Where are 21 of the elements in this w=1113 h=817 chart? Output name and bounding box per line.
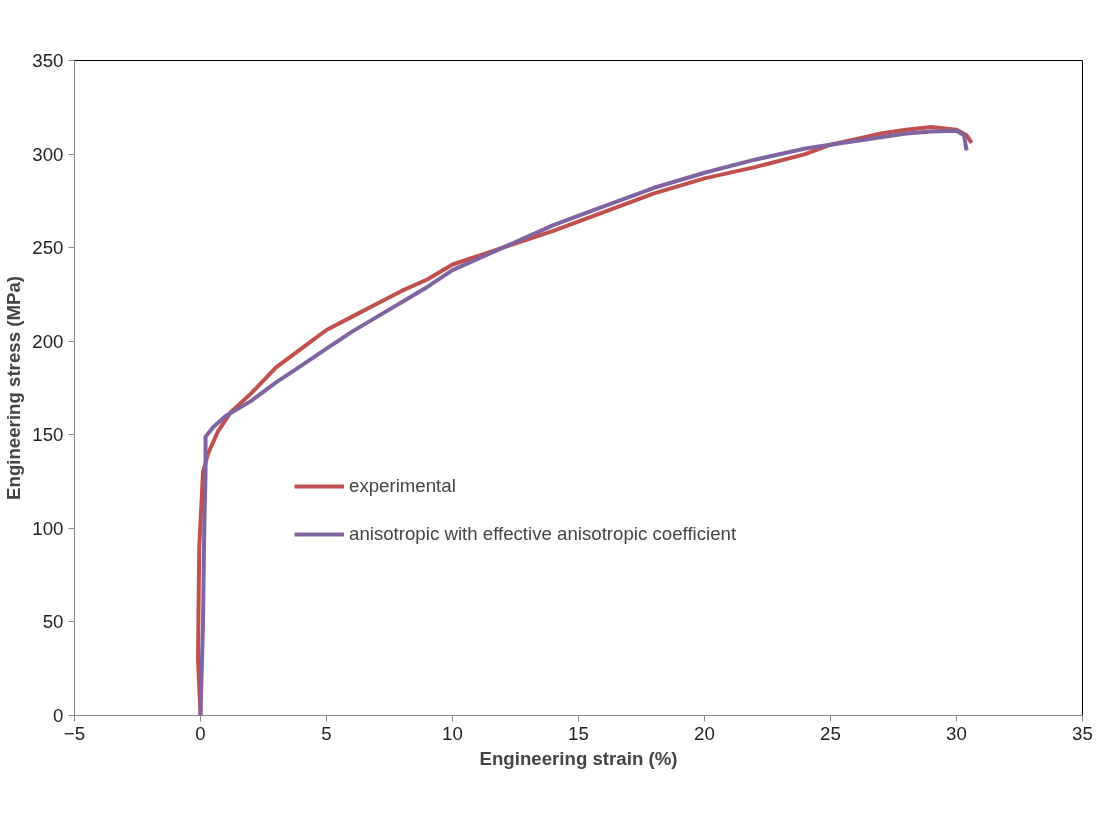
y-tick-label: 350 <box>32 50 64 71</box>
x-tick-label: 25 <box>820 722 841 744</box>
y-tick-label: 250 <box>32 237 64 259</box>
x-tick-label: 30 <box>946 722 967 744</box>
legend-label: anisotropic with effective anisotropic coefficient <box>349 523 737 545</box>
y-tick-label: 200 <box>32 330 64 352</box>
x-tick-label: 20 <box>694 722 715 744</box>
y-tick-label: 100 <box>32 517 64 539</box>
x-tick-label: 5 <box>321 722 332 744</box>
x-tick-label: 35 <box>1072 722 1093 744</box>
y-tick-label: 300 <box>32 143 64 165</box>
y-tick-label: 50 <box>42 611 64 633</box>
x-tick-label: 15 <box>568 722 589 744</box>
x-tick-label: 10 <box>442 722 463 744</box>
x-tick-label: −5 <box>63 722 86 744</box>
x-tick-label: 0 <box>195 722 206 744</box>
x-axis-title: Engineering strain (%) <box>479 747 678 769</box>
legend-label: experimental <box>349 475 456 497</box>
y-axis-title: Engineering stress (MPa) <box>3 276 25 500</box>
y-tick-label: 0 <box>53 705 64 726</box>
y-tick-label: 150 <box>32 424 64 446</box>
